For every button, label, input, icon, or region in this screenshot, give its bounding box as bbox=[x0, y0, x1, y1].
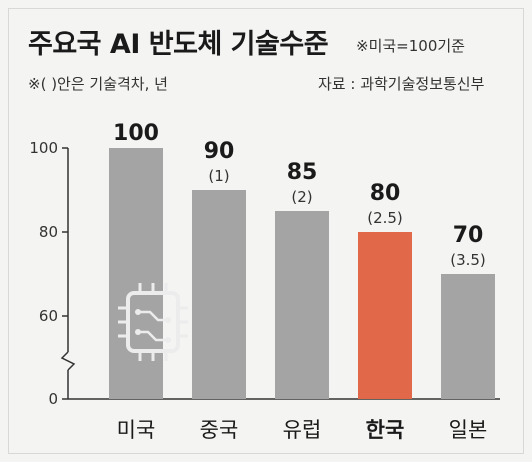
value-label: 80 bbox=[370, 181, 401, 206]
value-label: 100 bbox=[113, 121, 159, 146]
y-axis: 100 80 60 0 bbox=[29, 139, 500, 408]
category-label: 한국 bbox=[366, 418, 405, 442]
bar bbox=[275, 211, 329, 399]
y-tick-label: 60 bbox=[39, 307, 58, 325]
gap-label: (3.5) bbox=[450, 251, 486, 269]
source-note: 자료 : 과학기술정보통신부 bbox=[318, 75, 485, 93]
gap-note: ※( )안은 기술격차, 년 bbox=[28, 75, 168, 93]
gap-label: (1) bbox=[208, 167, 229, 185]
category-label: 미국 bbox=[117, 418, 156, 442]
category-label: 유럽 bbox=[283, 418, 322, 442]
bar bbox=[109, 148, 163, 399]
axis-break bbox=[60, 351, 76, 371]
bar bbox=[358, 232, 412, 399]
value-label: 85 bbox=[287, 160, 318, 185]
bar bbox=[192, 190, 246, 399]
y-tick-label: 100 bbox=[29, 139, 58, 157]
value-label: 90 bbox=[204, 139, 235, 164]
baseline-note: ※미국=100기준 bbox=[356, 37, 465, 55]
chart-title: 주요국 AI 반도체 기술수준 bbox=[28, 29, 329, 60]
gap-label: (2.5) bbox=[367, 209, 403, 227]
y-tick-label: 0 bbox=[48, 390, 58, 408]
bars: 100 미국 90 (1) 중국 85 (2) 유럽 80 (2.5) 한국 70 (3.5) 일본 bbox=[109, 121, 495, 442]
gap-label: (2) bbox=[291, 188, 312, 206]
chart-card bbox=[8, 8, 524, 454]
y-tick-label: 80 bbox=[39, 223, 58, 241]
bar bbox=[441, 274, 495, 399]
value-label: 70 bbox=[453, 223, 484, 248]
category-label: 중국 bbox=[200, 418, 239, 442]
category-label: 일본 bbox=[449, 418, 488, 442]
chip-icon bbox=[118, 283, 188, 361]
